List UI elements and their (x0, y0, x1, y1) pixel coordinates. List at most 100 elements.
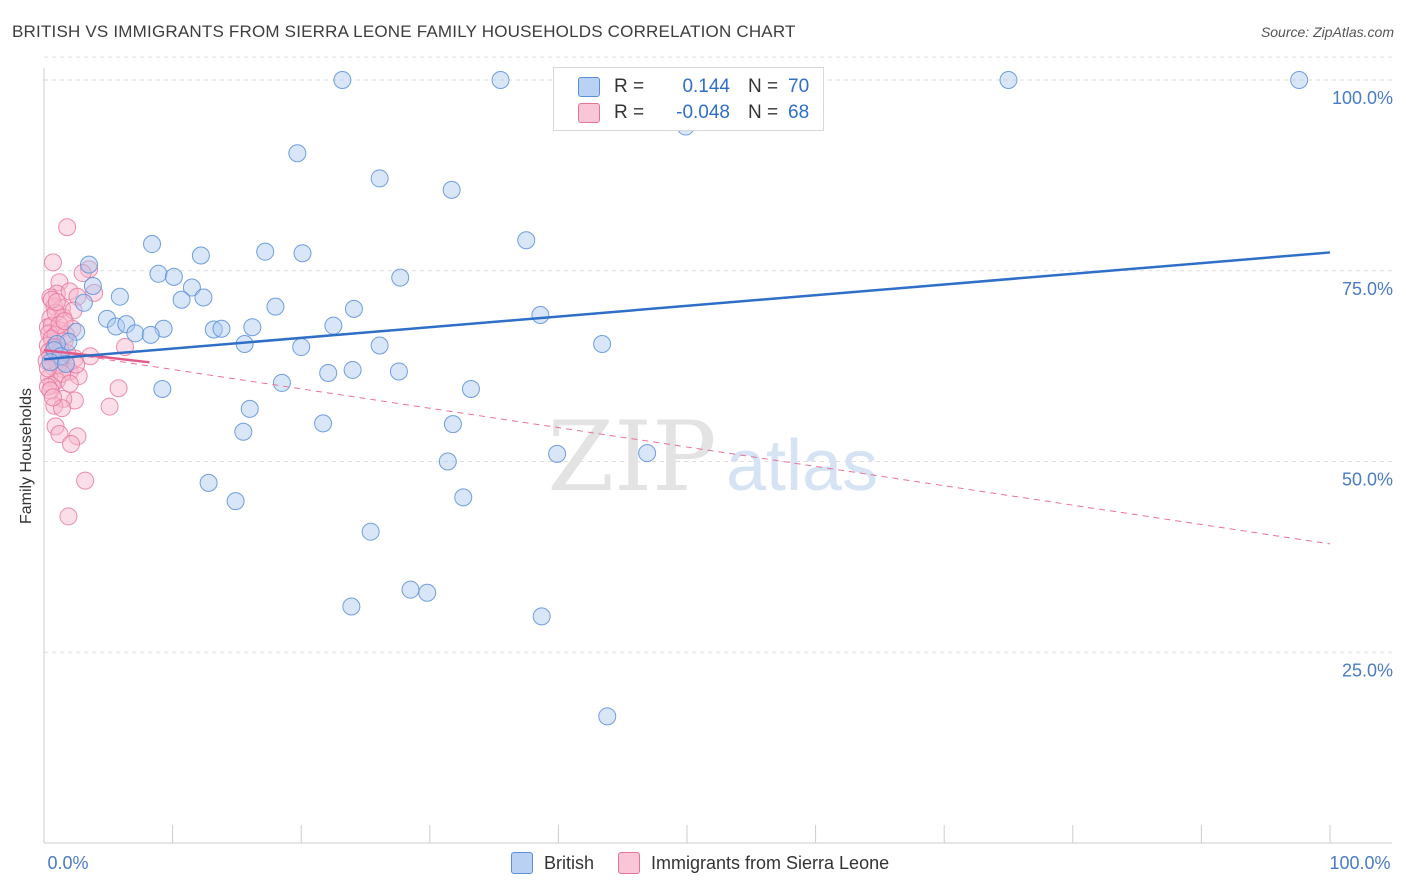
british-point (98, 309, 117, 328)
british-point (110, 287, 129, 306)
british-point (67, 322, 86, 341)
legend-row-british: R = 0.144 N = 70 (578, 75, 809, 99)
sierra-leone-trend-solid (43, 348, 150, 364)
british-point (517, 231, 536, 250)
sierra-leone-point (68, 427, 87, 446)
sierra-leone-point (60, 374, 79, 393)
british-point (314, 414, 333, 433)
sierra-leone-point (44, 253, 63, 272)
british-point (342, 597, 361, 616)
british-point (343, 360, 362, 379)
sierra-leone-point (41, 381, 60, 400)
british-point (56, 354, 75, 373)
british-point (442, 180, 461, 199)
r-value: -0.048 (676, 102, 730, 123)
british-swatch (578, 77, 600, 97)
british-point (143, 235, 162, 254)
series-legend: British Immigrants from Sierra Leone (511, 852, 913, 874)
british-point (164, 267, 183, 286)
sierra-leone-point (59, 507, 78, 526)
british-point (83, 277, 102, 296)
british-points (41, 71, 1309, 726)
y-tick-label: 75.0% (1342, 279, 1393, 299)
british-point (226, 492, 245, 511)
british-point (324, 316, 343, 335)
y-tick-label: 25.0% (1342, 660, 1393, 680)
british-point (149, 264, 168, 283)
british-point (204, 320, 223, 339)
british-point (240, 399, 259, 418)
sierra-leone-point (100, 397, 119, 416)
british-point (126, 324, 145, 343)
british-point (172, 290, 191, 309)
british-point (74, 293, 93, 312)
british-swatch (511, 852, 533, 874)
r-label: R = (614, 76, 645, 97)
legend-row-sierra-leone: R = -0.048 N = 68 (578, 101, 809, 125)
british-point (598, 707, 617, 726)
british-point (361, 522, 380, 541)
british-point (41, 353, 60, 372)
watermark-atlas: atlas (726, 426, 878, 506)
legend-item-sierra-leone: Immigrants from Sierra Leone (618, 852, 889, 874)
british-point (548, 444, 567, 463)
british-point (1290, 71, 1309, 89)
axes (43, 68, 1392, 844)
stats-legend: R = 0.144 N = 70 R = -0.048 N = 68 (553, 67, 824, 131)
british-point (256, 242, 275, 261)
british-point (389, 362, 408, 381)
british-point (999, 71, 1018, 89)
british-point (370, 336, 389, 355)
british-point (292, 338, 311, 357)
british-point (182, 278, 201, 297)
british-point (418, 583, 437, 602)
british-point (319, 363, 338, 382)
sierra-leone-point (76, 471, 95, 490)
british-point (532, 607, 551, 626)
british-point (243, 318, 262, 337)
british-point (212, 319, 231, 338)
sierra-leone-point (56, 325, 75, 344)
legend-label-sierra-leone: Immigrants from Sierra Leone (651, 852, 890, 873)
british-point (438, 452, 457, 471)
british-point (531, 306, 550, 325)
grid-lines (44, 56, 1392, 653)
british-point (288, 144, 307, 163)
british-point (191, 246, 210, 265)
y-tick-labels: 25.0% 50.0% 75.0% 100.0% (1332, 88, 1393, 680)
sierra-leone-point (50, 273, 69, 292)
british-point (638, 444, 657, 463)
british-point (391, 268, 410, 287)
sierra-leone-point (47, 293, 66, 312)
trend-lines (43, 251, 1331, 545)
n-value: 70 (788, 76, 810, 97)
sierra-leone-point (44, 388, 63, 407)
british-point (266, 297, 285, 316)
n-value: 68 (788, 102, 810, 123)
sierra-leone-swatch (578, 103, 600, 123)
n-label: N = (748, 102, 779, 123)
sierra-leone-point (50, 425, 69, 444)
y-tick-label: 100.0% (1332, 88, 1393, 108)
british-point (272, 373, 291, 392)
british-point (80, 255, 99, 274)
british-point (199, 473, 218, 492)
watermark-zip: ZIP (547, 401, 716, 513)
british-point (593, 334, 612, 353)
british-point (370, 169, 389, 188)
sierra-leone-point (53, 399, 72, 418)
british-point (293, 244, 312, 263)
british-point (194, 288, 213, 307)
sierra-leone-point (53, 364, 72, 383)
british-point (117, 315, 136, 334)
british-point (141, 325, 160, 344)
y-tick-label: 50.0% (1342, 470, 1393, 490)
x-tick-label-max: 100.0% (1329, 853, 1390, 873)
british-point (461, 380, 480, 399)
sierra-leone-point (55, 312, 74, 331)
british-trend-line (43, 251, 1331, 361)
sierra-leone-point (58, 218, 77, 237)
n-label: N = (748, 76, 779, 97)
r-value: 0.144 (682, 76, 730, 97)
